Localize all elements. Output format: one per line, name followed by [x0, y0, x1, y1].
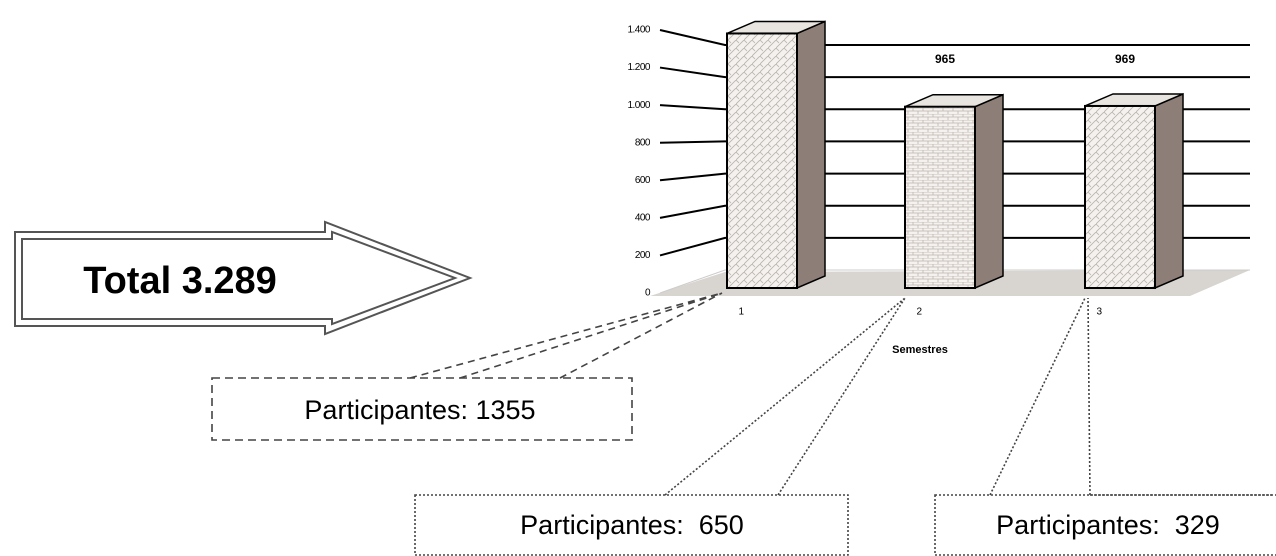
y-tick-label: 1.200: [627, 62, 650, 73]
bar: [904, 105, 976, 290]
x-tick-label: 2: [916, 307, 922, 318]
y-tick-label: 800: [635, 137, 651, 148]
x-tick-label: 3: [1096, 307, 1102, 318]
total-label: Total 3.289: [83, 260, 277, 302]
callout-lines: [211, 292, 1276, 556]
bar: [1084, 104, 1156, 289]
x-tick-label: 1: [738, 307, 744, 318]
y-tick-label: 200: [635, 250, 651, 261]
y-tick-label: 600: [635, 175, 651, 186]
y-tick-label: 1.000: [627, 100, 650, 111]
grid-line: [659, 204, 1250, 219]
total-arrow: [14, 220, 473, 336]
y-tick-label: 400: [635, 212, 651, 223]
bar: [726, 32, 798, 290]
grid-line: [659, 104, 1250, 111]
callout-label: Participantes: 329: [996, 510, 1220, 540]
grid-line: [659, 269, 1250, 294]
bar-side: [1154, 92, 1184, 290]
callout-label: Participantes: 1355: [304, 395, 535, 425]
y-tick-label: 0: [645, 288, 651, 299]
x-axis-label: Semestres: [892, 344, 948, 356]
value-label: 969: [1115, 52, 1135, 66]
grid-line: [659, 66, 1250, 79]
bar-side: [796, 20, 826, 290]
grid-line: [659, 172, 1250, 182]
callout-label: Participantes: 650: [520, 510, 744, 540]
value-label: 965: [935, 52, 955, 66]
bar-side: [974, 93, 1004, 290]
grid-line: [659, 29, 1250, 46]
grid-line: [659, 236, 1250, 257]
y-tick-label: 1.400: [627, 25, 650, 36]
grid-line: [659, 140, 1250, 144]
